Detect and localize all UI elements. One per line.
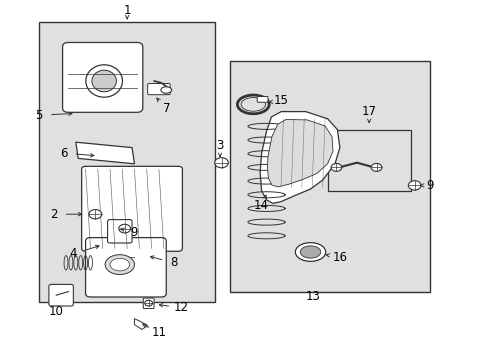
FancyBboxPatch shape <box>81 166 182 251</box>
FancyBboxPatch shape <box>327 130 410 191</box>
Text: 2: 2 <box>50 208 58 221</box>
Ellipse shape <box>85 65 122 97</box>
Circle shape <box>144 300 152 306</box>
Circle shape <box>330 163 341 171</box>
Text: 9: 9 <box>426 179 433 192</box>
Ellipse shape <box>295 243 325 261</box>
Text: 17: 17 <box>361 105 376 118</box>
FancyBboxPatch shape <box>143 298 154 309</box>
Circle shape <box>214 158 228 168</box>
FancyBboxPatch shape <box>62 42 142 112</box>
Text: 12: 12 <box>173 301 188 314</box>
Ellipse shape <box>161 87 171 93</box>
Circle shape <box>407 181 420 190</box>
Text: 10: 10 <box>49 305 63 318</box>
FancyBboxPatch shape <box>85 238 166 297</box>
Text: 7: 7 <box>162 102 170 114</box>
FancyBboxPatch shape <box>147 84 170 95</box>
Text: 3: 3 <box>216 139 224 152</box>
Polygon shape <box>267 120 332 187</box>
Circle shape <box>89 210 102 219</box>
Ellipse shape <box>300 246 320 258</box>
Polygon shape <box>260 112 339 203</box>
Circle shape <box>119 224 130 233</box>
Circle shape <box>370 163 381 171</box>
FancyBboxPatch shape <box>229 61 429 292</box>
Bar <box>107 245 137 274</box>
Text: 11: 11 <box>151 327 166 339</box>
Ellipse shape <box>92 70 116 92</box>
Text: 5: 5 <box>35 109 43 122</box>
FancyBboxPatch shape <box>107 220 132 243</box>
FancyBboxPatch shape <box>39 22 215 302</box>
Text: 1: 1 <box>123 4 131 17</box>
Text: 16: 16 <box>332 251 346 264</box>
Ellipse shape <box>105 255 134 274</box>
FancyBboxPatch shape <box>257 96 267 102</box>
Polygon shape <box>134 319 147 329</box>
Ellipse shape <box>110 258 129 271</box>
Text: 6: 6 <box>60 147 67 159</box>
Text: 13: 13 <box>305 291 320 303</box>
Text: 14: 14 <box>254 199 268 212</box>
Text: 4: 4 <box>69 247 77 260</box>
Text: 9: 9 <box>130 226 138 239</box>
FancyBboxPatch shape <box>49 284 73 306</box>
Text: 15: 15 <box>273 94 288 107</box>
Polygon shape <box>76 142 134 164</box>
Text: 8: 8 <box>169 256 177 269</box>
